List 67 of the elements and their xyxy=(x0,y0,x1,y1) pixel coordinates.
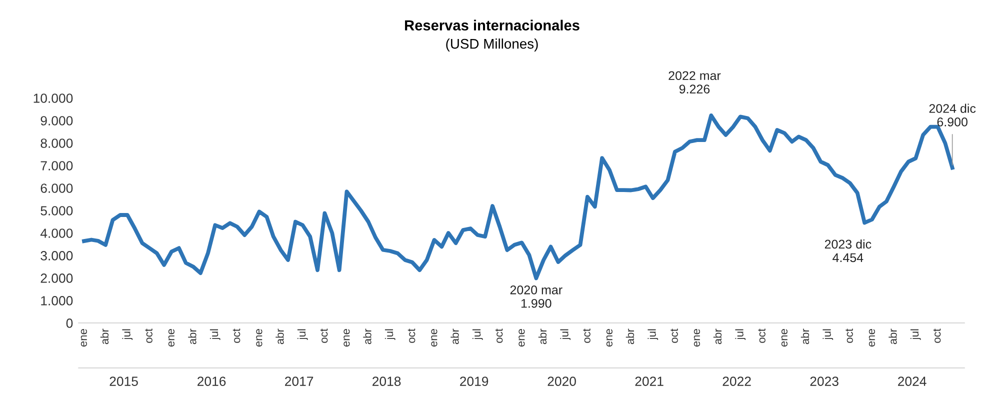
y-tick-label: 4.000 xyxy=(40,228,73,238)
x-tick-label: abr xyxy=(538,328,547,344)
x-tick-label: oct xyxy=(408,328,416,343)
annotation: 2022 mar 9.226 xyxy=(668,71,721,94)
annotation: 2023 dic 4.454 xyxy=(824,239,872,262)
x-tick-label: abr xyxy=(276,328,284,344)
x-tick-label: oct xyxy=(846,328,853,343)
x-tick-label: jul xyxy=(560,329,571,340)
y-tick-label: 5.000 xyxy=(40,206,73,216)
x-tick-label: ene xyxy=(168,329,174,347)
x-tick-label: oct xyxy=(145,328,152,343)
x-tick-label: ene xyxy=(256,329,262,347)
x2-tick-label: 2015 xyxy=(110,376,138,386)
x2-tick-label: 2021 xyxy=(635,376,664,386)
x2-tick-label: 2022 xyxy=(722,376,751,386)
x-tick-label: jul xyxy=(210,329,220,340)
y-tick-label: 0 xyxy=(66,318,73,328)
x-tick-label: jul xyxy=(122,329,133,340)
annotation: 2024 dic 6.900 xyxy=(929,104,976,126)
x-tick-label: abr xyxy=(100,328,109,344)
x-tick-label: abr xyxy=(888,328,897,344)
x2-tick-label: 2016 xyxy=(198,376,226,386)
x-tick-label: oct xyxy=(232,328,240,343)
y-tick-label: 8.000 xyxy=(40,138,73,148)
x-tick-label: ene xyxy=(431,329,438,347)
x-tick-label: ene xyxy=(868,329,876,347)
x2-tick-label: 2024 xyxy=(898,376,926,386)
x-tick-label: oct xyxy=(583,328,590,343)
y-tick-label: 3.000 xyxy=(40,251,73,260)
x-tick-label: oct xyxy=(495,328,503,343)
x-tick-label: ene xyxy=(781,329,788,347)
x2-tick-label: 2023 xyxy=(810,376,838,386)
x-tick-label: jul xyxy=(384,329,396,340)
annotation: 2020 mar 1.990 xyxy=(510,285,562,308)
x-tick-label: oct xyxy=(758,328,766,343)
y-tick-label: 2.000 xyxy=(40,274,73,283)
x-tick-label: abr xyxy=(363,328,372,344)
x-tick-label: abr xyxy=(713,328,722,344)
x-tick-label: ene xyxy=(80,329,87,347)
x-tick-label: abr xyxy=(188,328,196,344)
x-tick-label: jul xyxy=(822,329,834,340)
x-tick-label: abr xyxy=(450,328,459,344)
x-tick-label: ene xyxy=(606,329,612,347)
x-tick-label: abr xyxy=(800,328,810,344)
y-tick-label: 7.000 xyxy=(40,161,73,170)
y-tick-label: 6.000 xyxy=(40,184,73,193)
x-tick-label: jul xyxy=(648,329,658,340)
x-tick-label: abr xyxy=(626,328,634,344)
x-tick-label: oct xyxy=(933,328,941,343)
x-tick-label: oct xyxy=(670,328,678,343)
x-tick-label: ene xyxy=(694,329,700,347)
y-tick-label: 1.000 xyxy=(41,296,73,306)
x-tick-label: ene xyxy=(344,329,350,347)
y-tick-label: 10.000 xyxy=(34,94,73,103)
x2-tick-label: 2019 xyxy=(460,376,488,386)
x2-tick-label: 2018 xyxy=(372,376,401,386)
x-tick-label: jul xyxy=(735,329,746,340)
x2-tick-label: 2020 xyxy=(548,376,576,386)
x-tick-label: jul xyxy=(297,329,308,340)
chart-subtitle: (USD Millones) xyxy=(446,38,538,52)
x2-tick-label: 2017 xyxy=(285,376,314,386)
y-tick-label: 9.000 xyxy=(40,116,73,126)
chart-title: Reservas internacionales xyxy=(405,20,580,31)
x-tick-label: jul xyxy=(472,329,483,340)
x-tick-label: jul xyxy=(910,329,921,340)
x-tick-label: ene xyxy=(518,329,525,347)
x-tick-label: oct xyxy=(320,328,328,343)
